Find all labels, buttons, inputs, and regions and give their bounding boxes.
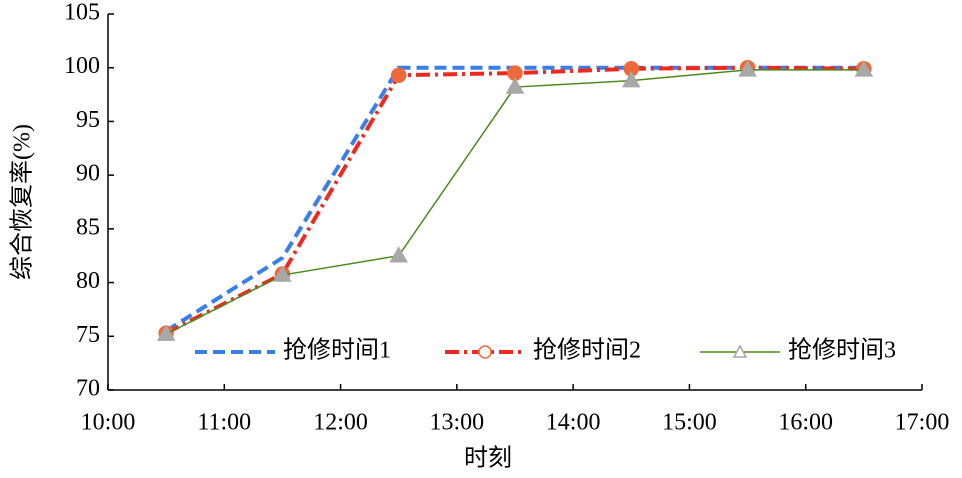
legend-marker xyxy=(478,345,492,359)
y-tick-label: 85 xyxy=(76,214,100,240)
y-tick-label: 90 xyxy=(76,161,100,187)
x-tick-label: 16:00 xyxy=(778,410,833,436)
x-axis-label: 时刻 xyxy=(464,445,512,472)
legend-label: 抢修时间1 xyxy=(283,337,391,364)
marker xyxy=(273,265,292,282)
x-tick-label: 11:00 xyxy=(197,410,251,436)
marker xyxy=(156,324,176,341)
y-axis-label: 综合恢复率(%) xyxy=(9,124,36,280)
x-tick-label: 12:00 xyxy=(313,410,368,436)
marker xyxy=(389,246,409,263)
x-tick-label: 14:00 xyxy=(546,410,601,436)
y-tick-label: 100 xyxy=(64,53,100,79)
y-tick-label: 80 xyxy=(76,268,100,294)
marker xyxy=(505,77,525,94)
series-line xyxy=(165,69,864,335)
x-tick-label: 13:00 xyxy=(430,410,485,436)
marker xyxy=(621,71,641,88)
x-tick-label: 10:00 xyxy=(81,410,136,436)
legend-marker xyxy=(732,344,748,358)
legend-label: 抢修时间3 xyxy=(788,337,896,364)
series-line xyxy=(165,65,864,335)
marker xyxy=(390,67,407,83)
y-tick-label: 75 xyxy=(76,322,100,348)
y-tick-label: 105 xyxy=(64,0,100,26)
x-tick-label: 17:00 xyxy=(895,410,950,436)
marker xyxy=(854,60,874,77)
y-tick-label: 95 xyxy=(76,107,100,133)
x-tick-label: 15:00 xyxy=(662,410,717,436)
series-line xyxy=(165,65,864,333)
marker xyxy=(738,60,757,77)
legend-label: 抢修时间2 xyxy=(533,337,641,364)
y-tick-label: 70 xyxy=(76,376,100,402)
